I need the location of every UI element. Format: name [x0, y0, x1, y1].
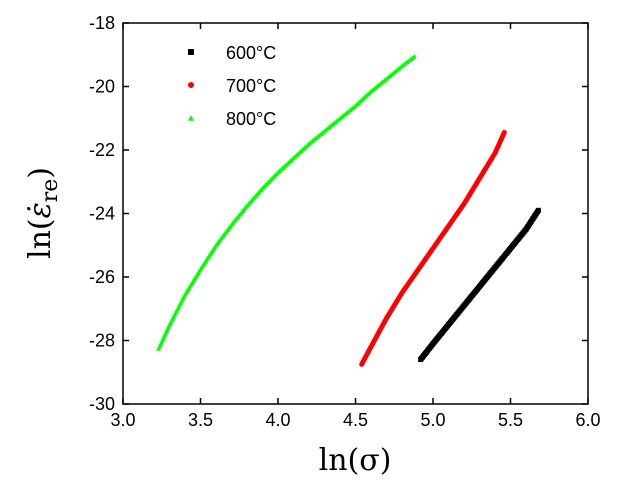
plot-frame — [122, 22, 589, 405]
y-tick-label: -26 — [89, 267, 115, 287]
y-tick-label: -24 — [89, 204, 115, 224]
legend-marker — [188, 49, 194, 55]
x-tick-label: 4.5 — [343, 410, 368, 430]
y-axis-title-suffix: ) — [23, 167, 58, 179]
x-tick-label: 5.0 — [420, 410, 445, 430]
data-point — [535, 207, 541, 213]
series-600°C — [418, 207, 541, 363]
series-800°C — [156, 54, 417, 351]
legend: 600°C 700°C 800°C — [188, 43, 276, 129]
y-tick-label: -20 — [89, 77, 115, 97]
legend-label: 700°C — [226, 76, 276, 96]
svg-text:ln(ε̇re): ln(ε̇re) — [23, 167, 63, 259]
y-tick-label: -30 — [89, 394, 115, 414]
y-tick-label: -22 — [89, 140, 115, 160]
x-tick-label: 6.0 — [575, 410, 600, 430]
x-tick-label: 3.0 — [110, 410, 135, 430]
legend-label: 600°C — [226, 43, 276, 63]
y-axis-title-symbol: ε̇ — [23, 202, 58, 218]
data-point — [501, 130, 507, 136]
x-tick-label: 3.5 — [188, 410, 213, 430]
legend-item: 600°C — [188, 43, 276, 63]
y-tick-label: -28 — [89, 331, 115, 351]
data-point — [411, 54, 417, 59]
legend-item: 700°C — [188, 76, 276, 96]
y-axis-title-subscript: re — [38, 179, 63, 203]
legend-marker — [188, 82, 194, 88]
y-axis-title: ln(ε̇re) — [23, 167, 63, 259]
legend-label: 800°C — [226, 109, 276, 129]
legend-marker — [188, 115, 194, 121]
axis-ticks: 3.0 3.5 4.0 4.5 5.0 5.5 6.0 -30 -28 -26 -24 -22 -20 -… — [89, 13, 601, 430]
x-axis-title: ln(σ) — [319, 443, 392, 478]
legend-item: 800°C — [188, 109, 276, 129]
x-tick-label: 5.5 — [498, 410, 523, 430]
x-tick-label: 4.0 — [265, 410, 290, 430]
y-axis-title-prefix: ln( — [23, 218, 58, 259]
data-points — [156, 54, 541, 367]
series-700°C — [359, 130, 507, 367]
y-tick-label: -18 — [89, 13, 115, 33]
